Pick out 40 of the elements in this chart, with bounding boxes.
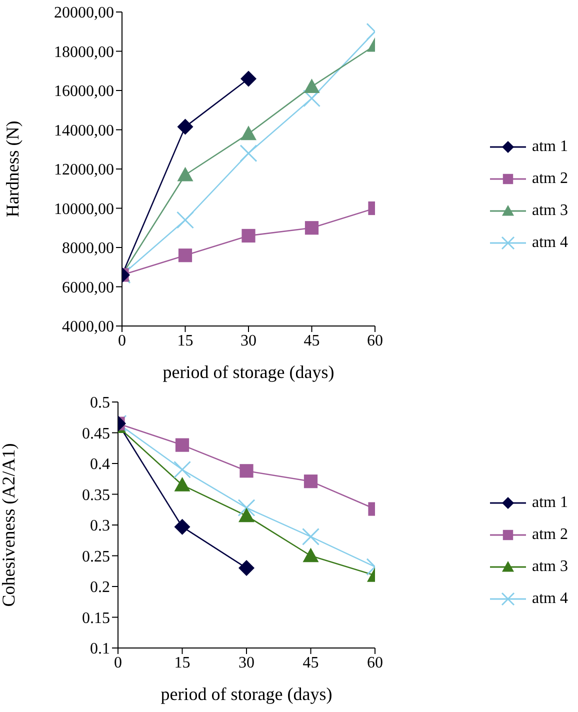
y-tick-label: 0.35 <box>82 486 110 504</box>
y-tick-label: 18000,00 <box>54 44 114 61</box>
y-tick-label: 6000,00 <box>62 279 114 296</box>
x-tick-label: 30 <box>240 332 256 350</box>
x-tick-label: 60 <box>367 332 383 350</box>
legend-label: atm 3 <box>532 202 568 220</box>
legend-label: atm 3 <box>532 558 568 576</box>
x-axis-title: period of storage (days) <box>162 362 334 382</box>
y-tick-label: 14000,00 <box>54 122 114 140</box>
legend-label: atm 4 <box>532 234 568 252</box>
y-tick-label: 0.2 <box>90 579 110 596</box>
legend-label: atm 1 <box>532 494 568 512</box>
x-tick-label: 0 <box>118 332 126 350</box>
y-tick-label: 0.4 <box>90 456 110 474</box>
x-tick-label: 0 <box>114 654 122 672</box>
x-tick-label: 15 <box>177 332 194 350</box>
y-tick-label: 0.45 <box>82 425 110 442</box>
y-tick-label: 4000,00 <box>62 318 114 336</box>
x-tick-label: 60 <box>367 654 383 672</box>
y-tick-label: 0.25 <box>82 548 110 566</box>
y-tick-label: 20000,00 <box>54 4 114 22</box>
x-tick-label: 30 <box>238 654 254 672</box>
x-tick-label: 45 <box>304 332 320 350</box>
x-axis-title: period of storage (days) <box>160 684 332 704</box>
legend-label: atm 1 <box>532 138 568 156</box>
y-tick-label: 12000,00 <box>54 162 114 179</box>
y-tick-label: 16000,00 <box>54 83 114 100</box>
legend-label: atm 4 <box>532 590 568 608</box>
legend-label: atm 2 <box>532 526 568 544</box>
x-tick-label: 15 <box>174 654 190 672</box>
y-axis-title: Hardness (N) <box>2 120 22 218</box>
legend-label: atm 2 <box>532 170 568 188</box>
y-tick-label: 0.5 <box>90 394 110 412</box>
y-tick-label: 0.15 <box>82 610 110 627</box>
y-tick-label: 0.3 <box>90 518 110 535</box>
y-axis-title: Cohesiveness (A2/A1) <box>0 443 18 607</box>
y-tick-label: 8000,00 <box>62 240 114 258</box>
y-tick-label: 0.1 <box>90 640 110 658</box>
y-tick-label: 10000,00 <box>54 200 114 218</box>
x-tick-label: 45 <box>302 654 319 672</box>
